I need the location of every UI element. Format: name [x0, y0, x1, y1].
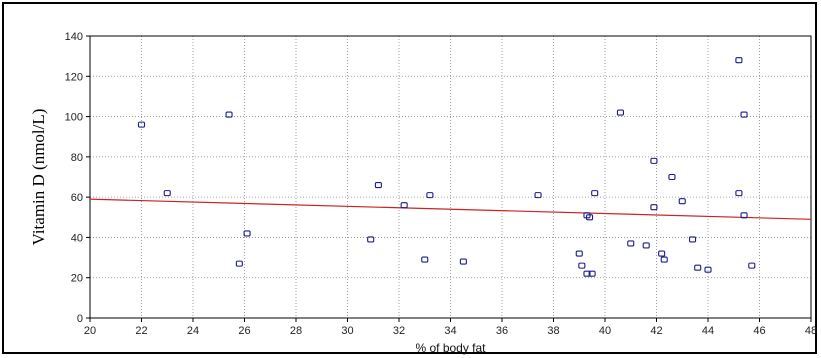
x-tick-label: 20: [84, 325, 96, 337]
scatter-chart: 20 22 24 26 28 30 32 34 36 38 40 42 44 46 480204060801…: [29, 31, 817, 355]
x-tick-label: 46: [753, 325, 765, 337]
x-tick-label: 30: [341, 325, 353, 337]
data-point: [735, 57, 743, 64]
data-point: [591, 190, 599, 197]
y-tick-label: 140: [65, 31, 83, 43]
y-tick-label: 20: [71, 273, 83, 285]
data-point: [367, 236, 375, 243]
data-point: [740, 212, 748, 219]
data-point: [735, 190, 743, 197]
data-point: [374, 182, 382, 189]
x-tick-label: 44: [702, 325, 714, 337]
data-point: [748, 262, 756, 269]
data-point: [225, 111, 233, 118]
data-point: [704, 266, 712, 273]
data-point: [678, 198, 686, 205]
data-point: [660, 256, 668, 263]
data-points: [137, 57, 756, 277]
y-tick-label: 100: [65, 112, 83, 124]
x-tick-label: 42: [650, 325, 662, 337]
x-tick-label: 32: [393, 325, 405, 337]
data-point: [585, 214, 594, 221]
x-tick-label: 34: [444, 325, 456, 337]
trend-line-layer: [89, 198, 812, 220]
axis-ticks: 20 22 24 26 28 30 32 34 36 38 40 42 44 46 480204060801…: [65, 31, 817, 337]
data-point: [740, 111, 748, 118]
x-axis-title: % of body fat: [415, 341, 486, 355]
data-point: [459, 258, 467, 265]
chart-frame: 20 22 24 26 28 30 32 34 36 38 40 42 44 46 48 0 20 40 60 80 1…: [2, 2, 817, 355]
data-point: [163, 190, 171, 197]
x-tick-label: 40: [599, 325, 611, 337]
x-tick-label: 38: [547, 325, 559, 337]
x-tick-label: 28: [290, 325, 302, 337]
data-point: [235, 260, 243, 267]
x-tick-label: 36: [496, 325, 508, 337]
data-point: [534, 192, 542, 199]
y-tick-label: 60: [71, 192, 83, 204]
x-tick-label: 26: [238, 325, 250, 337]
y-tick-label: 120: [65, 71, 83, 83]
data-point: [426, 192, 434, 199]
data-point: [137, 121, 146, 128]
data-point: [575, 250, 583, 257]
data-point: [400, 202, 408, 209]
x-tick-label: 24: [187, 325, 199, 337]
data-point: [578, 262, 586, 269]
data-point: [616, 109, 625, 116]
data-point: [583, 270, 591, 277]
y-tick-label: 80: [71, 152, 83, 164]
data-point: [694, 264, 702, 271]
data-point: [658, 250, 666, 257]
data-point: [642, 242, 650, 249]
data-point: [243, 230, 251, 237]
data-point: [688, 236, 697, 243]
x-tick-label: 22: [135, 325, 147, 337]
y-axis-title: Vitamin D (nmol/L): [29, 109, 48, 246]
data-point: [421, 256, 429, 263]
data-point: [627, 240, 635, 247]
data-point: [668, 173, 676, 181]
x-tick-label: 48: [805, 325, 817, 337]
data-point: [650, 157, 658, 164]
y-tick-label: 40: [71, 232, 83, 244]
data-point: [650, 204, 658, 211]
y-tick-label: 0: [77, 313, 83, 325]
data-point: [588, 270, 596, 277]
trend-line: [89, 198, 812, 220]
